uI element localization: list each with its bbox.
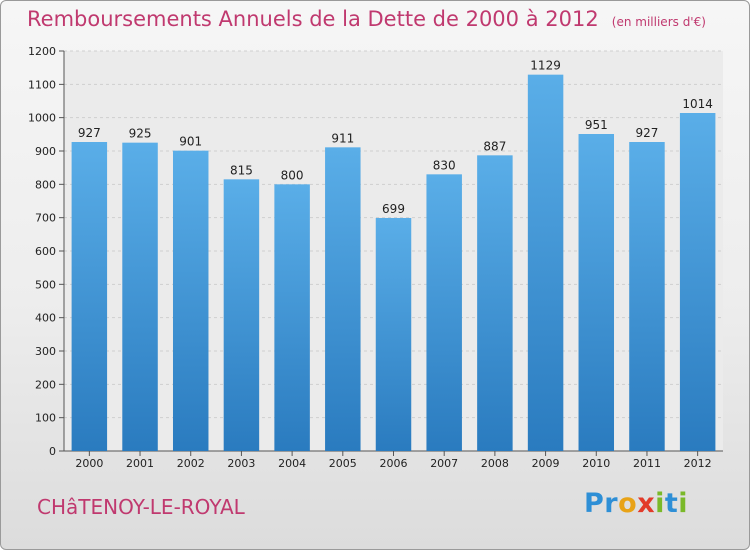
x-tick-label: 2011 bbox=[633, 457, 661, 470]
x-tick-label: 2008 bbox=[481, 457, 509, 470]
chart-unit-note: (en milliers d'€) bbox=[611, 15, 706, 29]
y-tick-label: 1200 bbox=[28, 45, 56, 58]
bar-value-label: 800 bbox=[281, 168, 304, 182]
bar bbox=[122, 142, 158, 451]
y-tick-label: 300 bbox=[35, 345, 56, 358]
bar-value-label: 887 bbox=[483, 139, 506, 153]
logo-letter: P bbox=[584, 488, 605, 519]
bar bbox=[679, 113, 716, 451]
bar-value-label: 1014 bbox=[682, 97, 713, 111]
y-tick-label: 1000 bbox=[28, 112, 56, 125]
x-tick-label: 2004 bbox=[278, 457, 306, 470]
bar bbox=[325, 147, 361, 452]
town-name: CHâTENOY-LE-ROYAL bbox=[37, 495, 245, 519]
bar bbox=[274, 184, 310, 452]
bar-value-label: 901 bbox=[179, 135, 202, 149]
bar bbox=[578, 134, 615, 451]
logo-letter: o bbox=[618, 488, 638, 519]
bar bbox=[477, 155, 513, 452]
y-tick-label: 200 bbox=[35, 378, 56, 391]
y-tick-label: 400 bbox=[35, 312, 56, 325]
chart-title: Remboursements Annuels de la Dette de 20… bbox=[27, 7, 599, 31]
bar-value-label: 925 bbox=[129, 127, 152, 141]
y-tick-label: 500 bbox=[35, 278, 56, 291]
bar-value-label: 951 bbox=[585, 118, 608, 132]
x-tick-label: 2005 bbox=[329, 457, 357, 470]
y-tick-label: 700 bbox=[35, 212, 56, 225]
bar bbox=[629, 142, 665, 451]
logo-letter: i bbox=[655, 488, 665, 519]
x-tick-label: 2001 bbox=[126, 457, 154, 470]
bar-value-label: 927 bbox=[636, 126, 659, 140]
y-tick-label: 900 bbox=[35, 145, 56, 158]
x-tick-label: 2012 bbox=[684, 457, 712, 470]
logo-letter: t bbox=[664, 488, 679, 519]
logo-letter: i bbox=[678, 488, 689, 519]
x-tick-label: 2003 bbox=[227, 457, 255, 470]
x-tick-label: 2009 bbox=[532, 457, 560, 470]
bar-value-label: 927 bbox=[78, 126, 101, 140]
bar-value-label: 830 bbox=[433, 158, 456, 172]
bar bbox=[527, 74, 564, 452]
x-tick-label: 2010 bbox=[582, 457, 610, 470]
bar bbox=[375, 218, 412, 451]
bar bbox=[223, 179, 260, 452]
x-tick-label: 2002 bbox=[177, 457, 205, 470]
bar bbox=[426, 174, 462, 452]
y-tick-label: 0 bbox=[49, 445, 56, 458]
y-tick-label: 1100 bbox=[28, 78, 56, 91]
y-tick-label: 800 bbox=[35, 178, 56, 191]
y-tick-label: 600 bbox=[35, 245, 56, 258]
bar-value-label: 1129 bbox=[530, 59, 561, 73]
bar bbox=[172, 150, 209, 451]
value-labels: 927 925 901 815 800 911 699 830 887 1129 951 927 101… bbox=[78, 59, 713, 216]
bar-value-label: 699 bbox=[382, 202, 405, 216]
chart-title-block: Remboursements Annuels de la Dette de 20… bbox=[27, 7, 706, 31]
y-tick-label: 100 bbox=[35, 412, 56, 425]
x-tick-label: 2000 bbox=[75, 457, 103, 470]
bar bbox=[71, 142, 108, 451]
x-tick-label: 2006 bbox=[380, 457, 408, 470]
bar-value-label: 911 bbox=[331, 131, 354, 145]
logo-letter: r bbox=[604, 488, 619, 519]
logo-letter: x bbox=[637, 488, 656, 519]
bars bbox=[71, 74, 716, 452]
bar-value-label: 815 bbox=[230, 163, 253, 177]
x-tick-label: 2007 bbox=[430, 457, 458, 470]
proxiti-logo: Proxiti bbox=[584, 488, 688, 519]
